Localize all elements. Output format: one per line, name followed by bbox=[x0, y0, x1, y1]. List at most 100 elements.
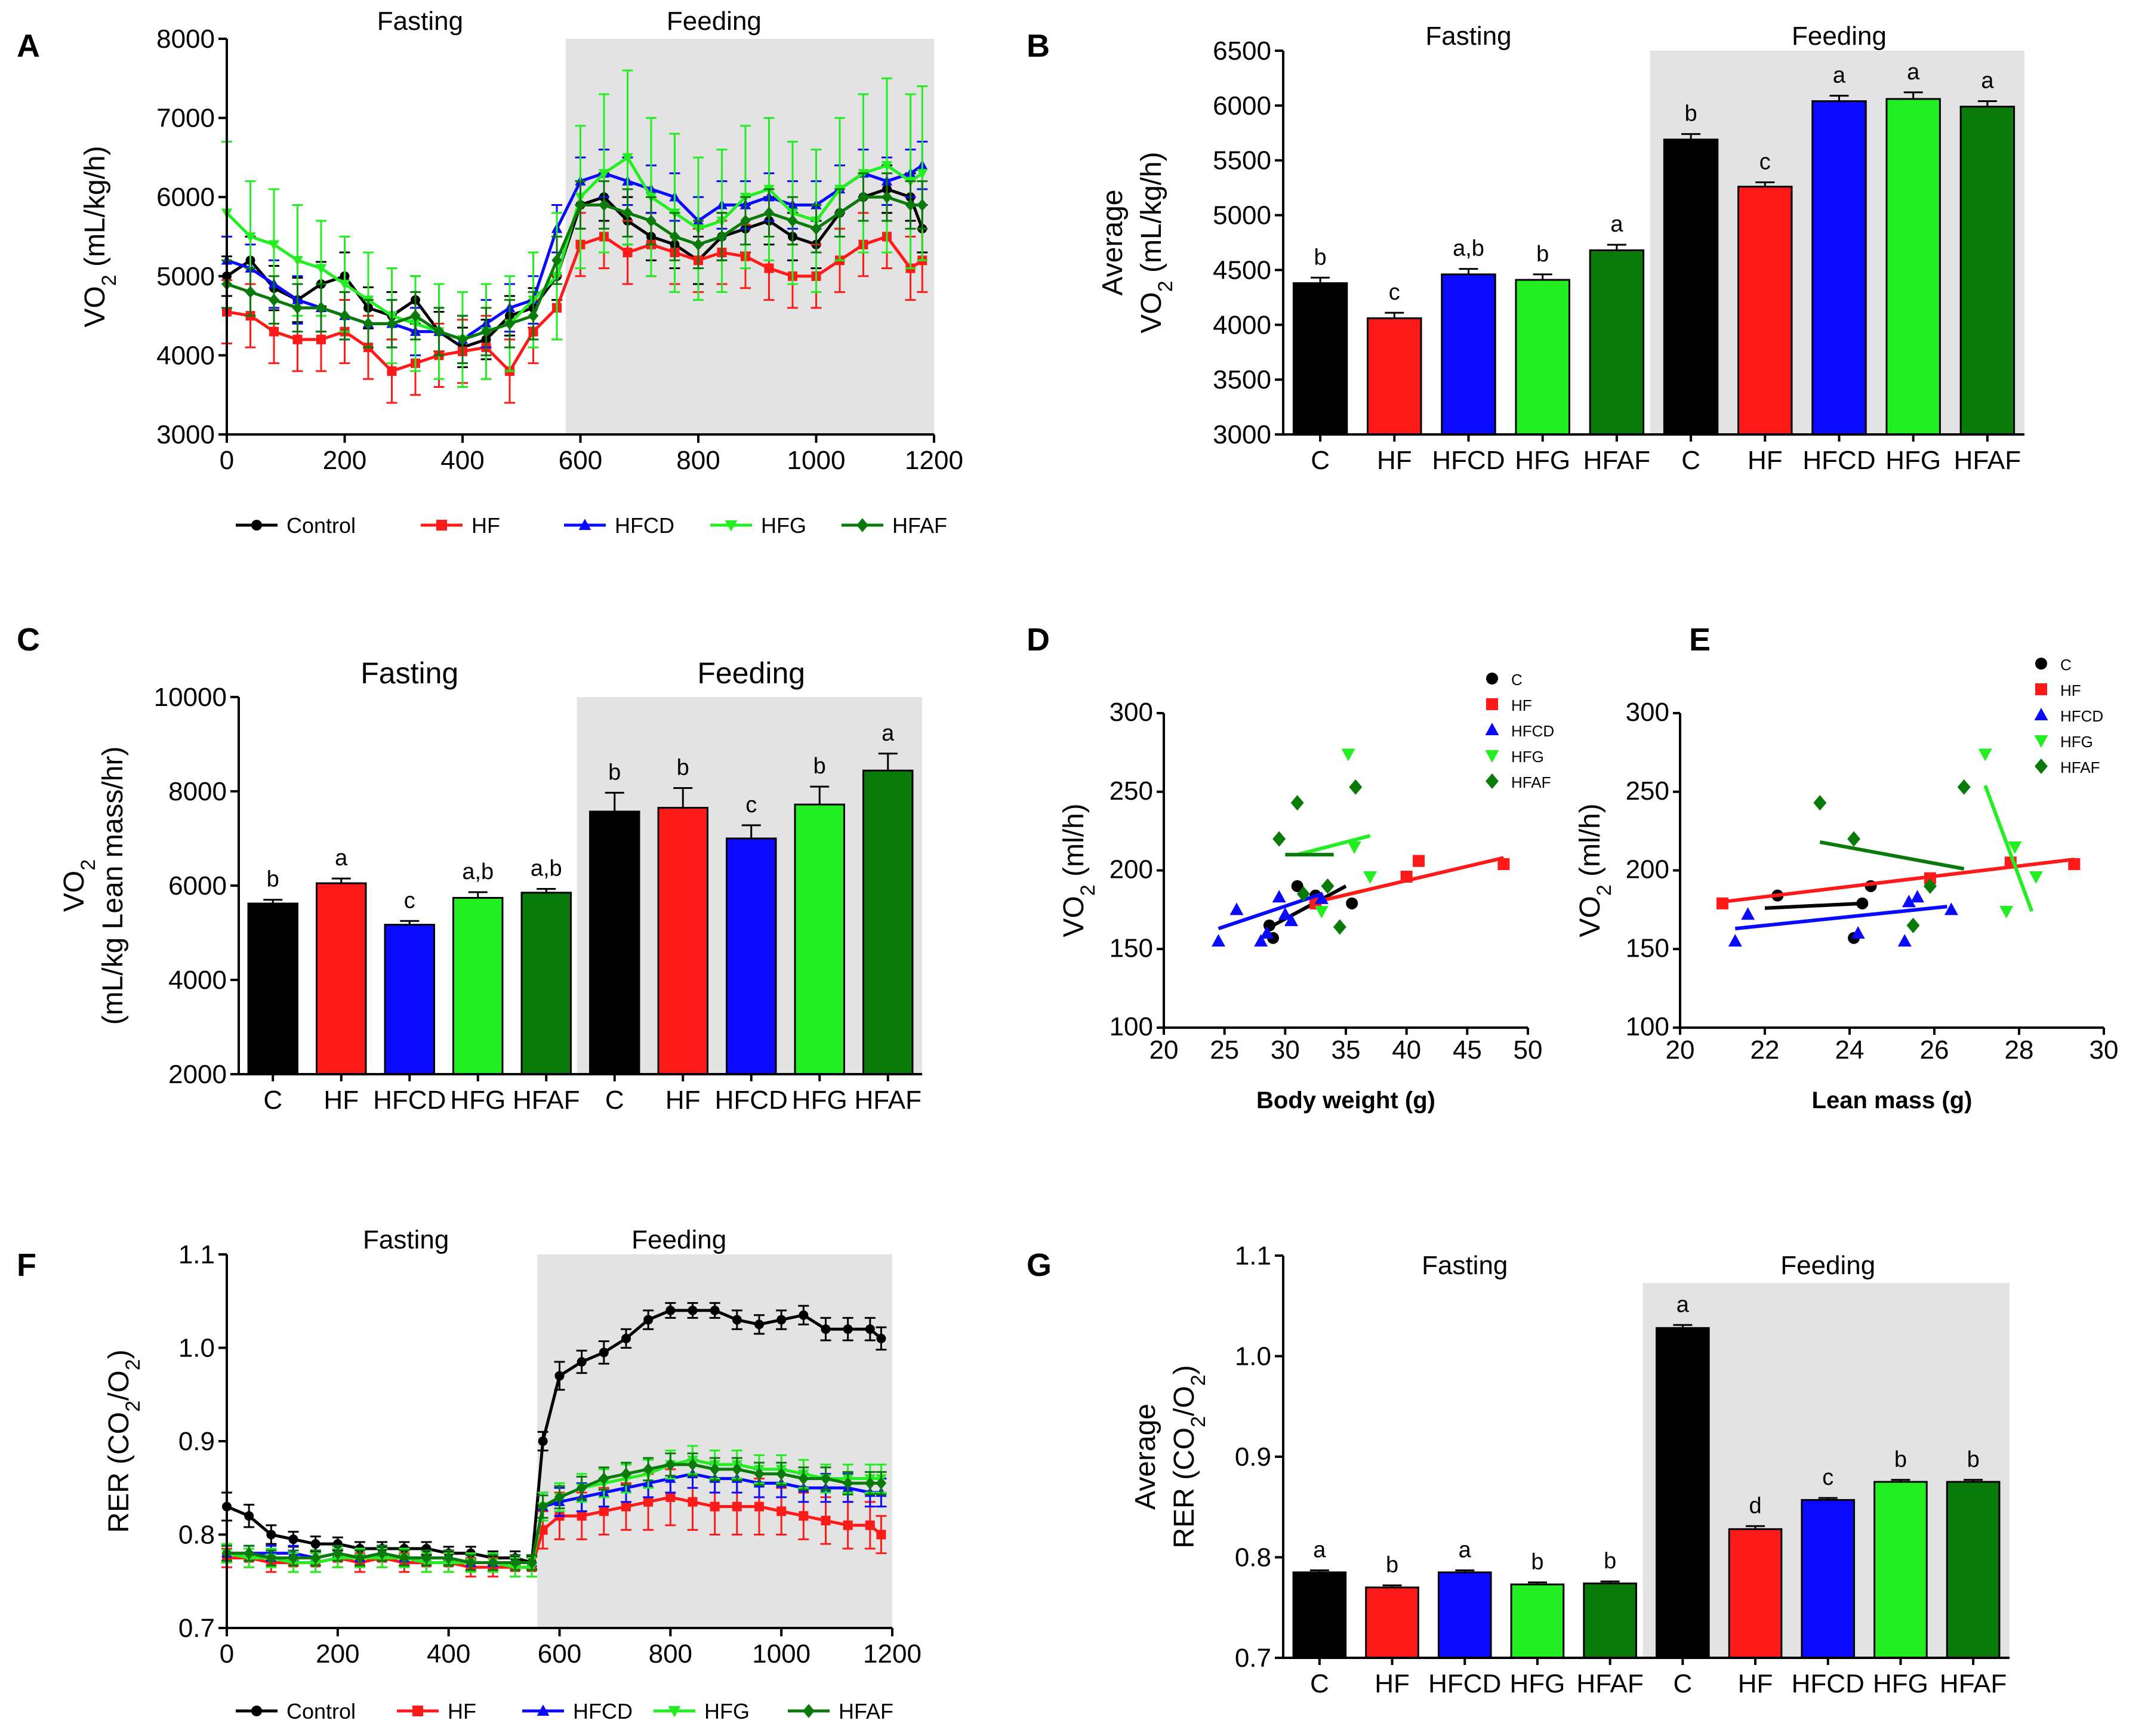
y-tick-label: 8000 bbox=[168, 777, 227, 806]
data-point bbox=[882, 190, 892, 203]
series-C bbox=[1263, 880, 1358, 944]
y-axis-label-part: RER (CO bbox=[103, 1412, 135, 1533]
y-axis-label: Average bbox=[1130, 1404, 1161, 1510]
bar-HF bbox=[1728, 1528, 1783, 1659]
significance-label: c bbox=[1822, 1465, 1833, 1490]
legend-label-HFG: HFG bbox=[1511, 748, 1544, 766]
x-tick-label: 600 bbox=[559, 446, 602, 475]
legend-marker bbox=[2035, 758, 2048, 774]
data-point bbox=[1314, 891, 1329, 904]
significance-label: a,b bbox=[531, 856, 562, 881]
data-point bbox=[2008, 841, 2022, 854]
significance-label: a,b bbox=[462, 859, 494, 884]
data-point bbox=[577, 1356, 587, 1367]
phase-label-feeding: Feeding bbox=[1780, 1251, 1875, 1280]
data-point bbox=[1897, 934, 1912, 947]
data-point bbox=[576, 1481, 587, 1494]
legend-marker bbox=[2034, 735, 2048, 748]
x-tick-label: C bbox=[263, 1086, 282, 1115]
legend-label-C: C bbox=[2060, 656, 2072, 674]
x-tick-label: 30 bbox=[2090, 1035, 2119, 1065]
x-tick-label: HF bbox=[323, 1086, 359, 1115]
y-axis-label-part: 2 bbox=[1154, 280, 1177, 292]
data-point bbox=[1906, 917, 1920, 933]
significance-label: a bbox=[1833, 63, 1846, 88]
data-point bbox=[865, 1477, 876, 1490]
bar-HFAF bbox=[1946, 1481, 2001, 1659]
data-point bbox=[821, 1516, 831, 1526]
legend-label-HFAF: HFAF bbox=[1511, 773, 1551, 791]
regression-line bbox=[1764, 901, 1863, 910]
data-point bbox=[1260, 926, 1274, 939]
data-point bbox=[399, 1552, 410, 1565]
legend-marker bbox=[436, 520, 447, 531]
x-tick-label: 200 bbox=[316, 1639, 359, 1669]
data-point bbox=[798, 1472, 809, 1485]
y-axis-label: Average bbox=[1097, 190, 1129, 296]
data-point bbox=[1346, 897, 1358, 909]
x-tick-label: 20 bbox=[1149, 1035, 1179, 1065]
data-point bbox=[1741, 907, 1755, 920]
y-axis-label-part: VO bbox=[58, 871, 90, 912]
data-point bbox=[244, 1511, 254, 1521]
phase-label-fasting: Fasting bbox=[377, 7, 463, 36]
significance-label: c bbox=[745, 793, 757, 818]
data-point bbox=[643, 1315, 654, 1325]
series-HFG bbox=[1978, 748, 2043, 919]
data-point bbox=[1291, 880, 1303, 892]
data-point bbox=[410, 309, 421, 322]
data-point bbox=[764, 263, 774, 273]
data-point bbox=[834, 206, 845, 220]
phase-label-fasting: Fasting bbox=[1422, 1251, 1508, 1280]
significance-label: b bbox=[1386, 1553, 1398, 1578]
x-tick-label: 45 bbox=[1453, 1035, 1482, 1065]
data-point bbox=[269, 326, 279, 337]
legend-marker bbox=[251, 520, 262, 531]
bar-HF bbox=[1367, 317, 1422, 436]
data-point bbox=[665, 1305, 676, 1315]
x-tick-label: HFCD bbox=[1792, 1669, 1865, 1698]
data-point bbox=[665, 1492, 676, 1502]
bar-C bbox=[1292, 1571, 1347, 1659]
bar-HF bbox=[657, 807, 708, 1075]
y-axis-label-part: 2 bbox=[1593, 884, 1616, 896]
data-point bbox=[1272, 890, 1286, 903]
bar-HFG bbox=[794, 803, 845, 1075]
data-point bbox=[292, 256, 303, 266]
bar-HFAF bbox=[862, 769, 914, 1075]
x-tick-label: 50 bbox=[1514, 1035, 1543, 1065]
significance-label: a bbox=[1610, 212, 1623, 237]
y-tick-label: 0.7 bbox=[178, 1614, 215, 1643]
series-HFCD bbox=[1728, 890, 1958, 947]
data-point bbox=[1333, 919, 1346, 935]
data-point bbox=[665, 1458, 676, 1471]
significance-label: a bbox=[1459, 1537, 1472, 1562]
significance-label: a bbox=[1313, 1537, 1326, 1562]
y-tick-label: 6000 bbox=[168, 871, 227, 901]
data-point bbox=[1290, 795, 1304, 811]
data-point bbox=[339, 309, 350, 322]
x-tick-label: HFCD bbox=[1432, 446, 1505, 475]
legend-marker bbox=[1486, 673, 1498, 684]
legend-label-HFCD: HFCD bbox=[2060, 707, 2103, 725]
data-point bbox=[732, 1463, 742, 1476]
data-point bbox=[1497, 858, 1510, 870]
x-tick-label: 800 bbox=[676, 446, 720, 475]
series-HF bbox=[1309, 855, 1510, 909]
panel-letter-G: G bbox=[1027, 1247, 1052, 1283]
data-point bbox=[1856, 897, 1869, 909]
data-point bbox=[709, 1463, 720, 1476]
data-point bbox=[710, 1501, 720, 1512]
legend-marker bbox=[1486, 773, 1499, 789]
y-axis-label-part: /O bbox=[103, 1370, 135, 1401]
data-point bbox=[693, 238, 704, 251]
significance-label: d bbox=[1749, 1493, 1761, 1518]
y-axis-label-part: Average bbox=[1130, 1404, 1161, 1510]
y-tick-label: 0.7 bbox=[1235, 1644, 1271, 1673]
data-point bbox=[599, 1348, 609, 1358]
data-point bbox=[288, 1552, 299, 1565]
y-axis-label-part: 2 bbox=[122, 1401, 144, 1412]
legend-marker bbox=[856, 518, 868, 532]
x-tick-label: 22 bbox=[1751, 1035, 1780, 1065]
y-tick-label: 3000 bbox=[1213, 420, 1271, 449]
